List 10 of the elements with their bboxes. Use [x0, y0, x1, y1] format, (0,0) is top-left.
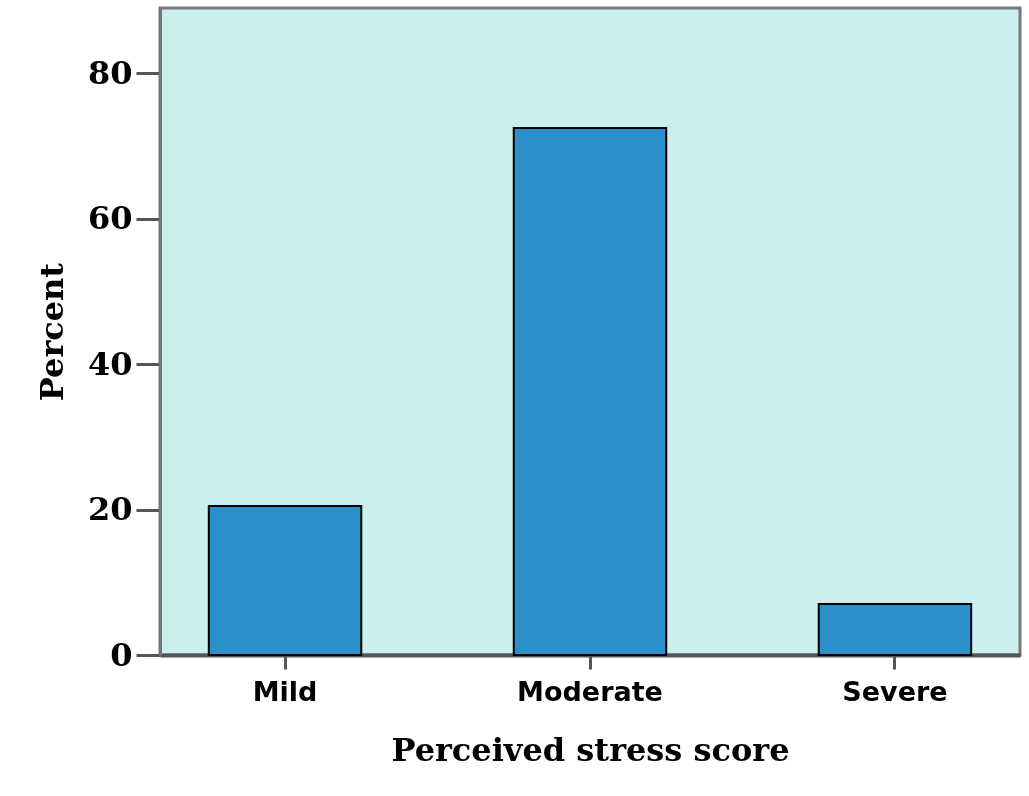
y-tick-label: 60	[87, 199, 133, 238]
x-axis-title: Perceived stress score	[391, 730, 790, 769]
x-tick-label: Mild	[252, 675, 318, 707]
y-tick-label: 0	[110, 635, 133, 674]
y-tick-label: 40	[87, 344, 133, 383]
x-tick-label: Moderate	[517, 675, 663, 707]
y-tick-label: 80	[87, 53, 133, 92]
x-tick-label: Severe	[842, 675, 948, 707]
y-tick-label: 20	[87, 490, 133, 529]
y-axis-title: Percent	[32, 262, 71, 402]
